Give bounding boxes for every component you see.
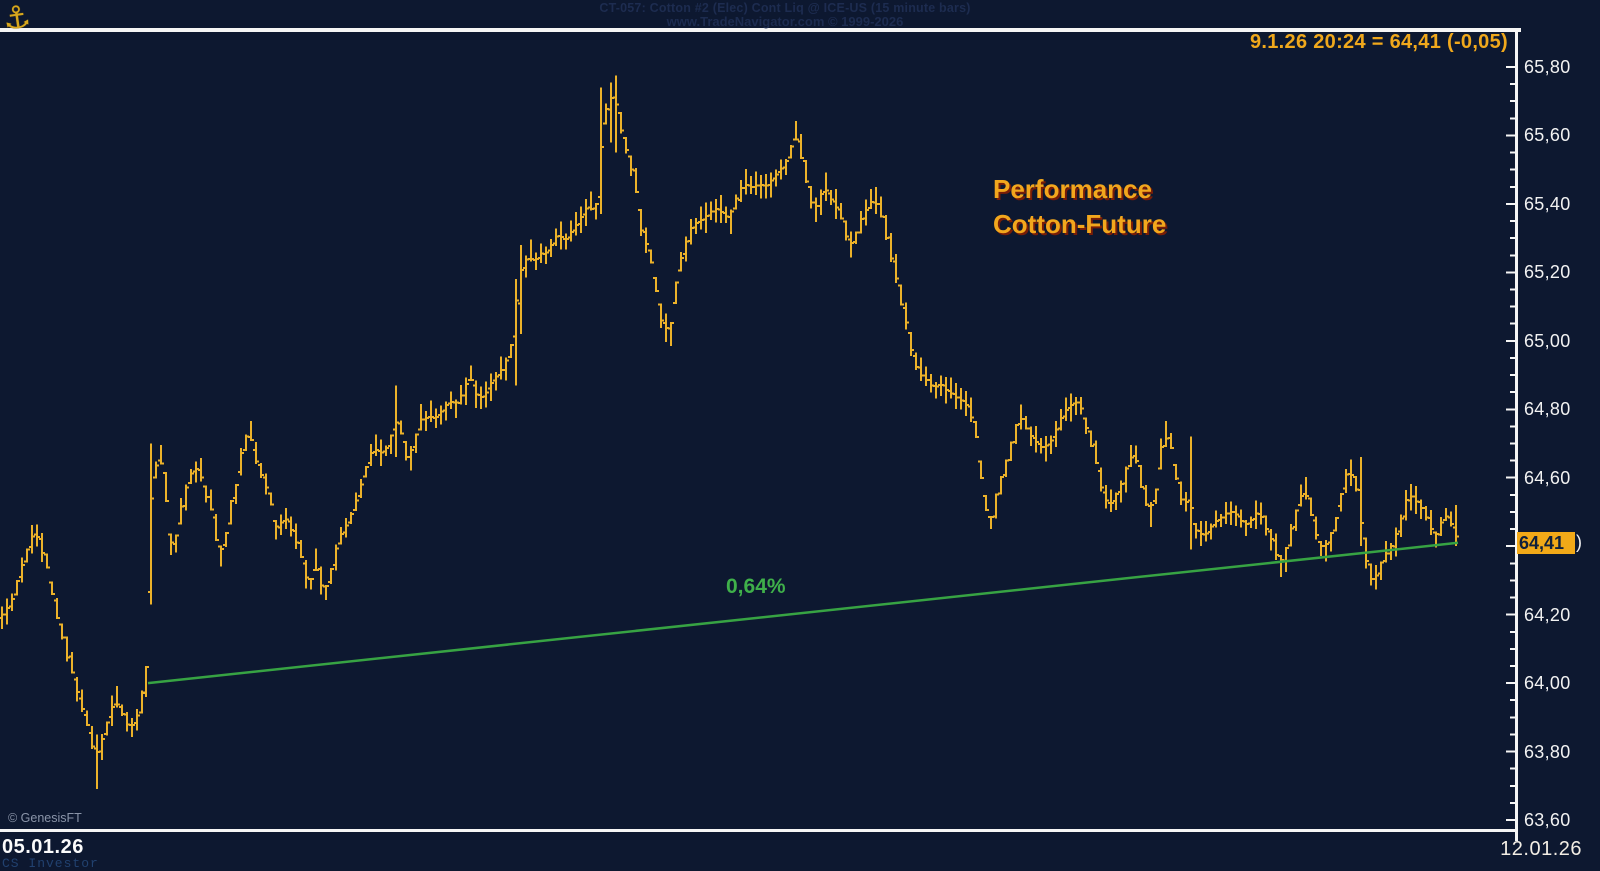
y-axis-label: 63,60 — [1524, 810, 1571, 830]
anchor-icon[interactable]: ⚓ — [0, 0, 34, 38]
chart-title: CT-057: Cotton #2 (Elec) Cont Liq @ ICE-… — [599, 1, 971, 15]
x-axis-date-left: 05.01.26 — [2, 836, 84, 858]
trend-percent-label: 0,64% — [726, 575, 786, 598]
last-price-tag: 64,41 — [1517, 531, 1575, 554]
y-axis-label: 65,80 — [1524, 57, 1571, 77]
y-axis-label: 65,60 — [1524, 125, 1571, 146]
performance-annotation: Performance Cotton-Future — [993, 172, 1166, 242]
genesis-copyright: © GenesisFT — [8, 811, 82, 825]
y-axis-label: 63,80 — [1524, 741, 1571, 762]
performance-annotation-line1: Performance — [993, 174, 1152, 204]
y-axis-label: 65,20 — [1524, 262, 1571, 283]
y-axis-label: 64,20 — [1524, 604, 1571, 625]
account-watermark: CS Investor — [2, 856, 99, 871]
y-axis-label: 64,80 — [1524, 399, 1571, 420]
last-price-tag-suffix: ) — [1576, 531, 1582, 552]
y-axis-label: 64,00 — [1524, 673, 1571, 694]
x-axis-date-right: 12.01.26 — [1500, 838, 1582, 860]
y-axis-label: 65,00 — [1524, 330, 1571, 351]
y-axis-label: 65,40 — [1524, 193, 1571, 214]
y-axis-label: 64,60 — [1524, 467, 1571, 488]
y-axis-ticks — [1506, 66, 1516, 821]
performance-annotation-line2: Cotton-Future — [993, 209, 1167, 239]
ohlc-bars — [0, 75, 1459, 790]
last-quote-readout: 9.1.26 20:24 = 64,41 (-0,05) — [1249, 31, 1508, 53]
axis-border-lines — [0, 28, 1521, 841]
trend-line[interactable] — [147, 541, 1459, 685]
vendor-url: www.TradeNavigator.com © 1999-2026 — [666, 14, 904, 29]
